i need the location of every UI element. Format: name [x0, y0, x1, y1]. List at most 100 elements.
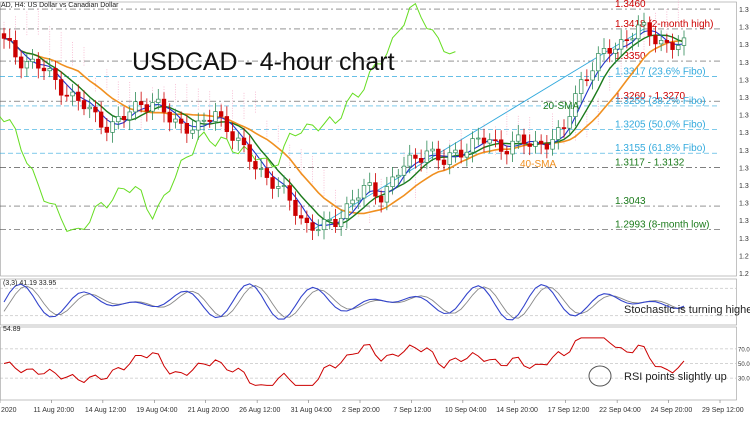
x-tick-label: 29 Sep 12:00 [702, 407, 744, 414]
candle-body [356, 197, 361, 201]
candle-body [224, 116, 230, 132]
rsi-line [3, 337, 685, 386]
candle-body [161, 98, 167, 113]
x-tick-label: 19 Aug 04:00 [136, 407, 177, 414]
sma40-label: 40-SMA [520, 159, 556, 170]
candle-body [436, 148, 441, 161]
candle-body [87, 106, 92, 110]
candle-body [367, 182, 372, 186]
candle-body [184, 123, 190, 134]
candle-body [550, 139, 555, 150]
level-label: 1.3260 - 1.3270 [615, 91, 685, 102]
candle-body [464, 151, 470, 158]
price-axis-label: 1.3 [739, 77, 749, 84]
candle-body [316, 229, 321, 232]
candle-body [24, 61, 30, 69]
price-axis-label: 1.3 [739, 60, 749, 67]
candle-body [190, 129, 195, 134]
level-label: 1.3418 (2-month high) [615, 19, 713, 30]
candle-body [418, 158, 424, 163]
candle-body [218, 111, 224, 117]
candle-body [350, 199, 355, 205]
candle-body [236, 137, 241, 141]
candle-body [36, 58, 41, 69]
price-axis-label: 1.3 [739, 42, 749, 49]
rsi-highlight-circle [588, 365, 612, 387]
candle-body [53, 68, 58, 80]
candle-body [681, 37, 687, 46]
candle-body [321, 219, 327, 231]
sma40-line [3, 37, 685, 215]
candle-body [110, 121, 115, 133]
candle-body [41, 67, 47, 72]
price-axis-label: 1.3 [739, 165, 749, 172]
candle-body [590, 70, 595, 81]
candle-body [76, 91, 81, 101]
candle-body [578, 79, 584, 94]
candle-body [18, 56, 24, 69]
chart-title: USDCAD - 4-hour chart [132, 48, 395, 76]
level-label: 1.3460 [615, 0, 646, 10]
candle-body [247, 144, 252, 162]
candle-body [567, 116, 572, 129]
candle-body [264, 168, 270, 178]
candle-body [647, 22, 652, 36]
level-label: 1.3317 (23.6% Fibo) [615, 67, 706, 78]
x-tick-label: 24 Sep 20:00 [651, 407, 693, 414]
rsi-axis-label: 50.0 [738, 362, 750, 368]
candle-body [70, 91, 75, 97]
level-label: 1.3043 [615, 196, 646, 207]
candle-body [493, 139, 498, 142]
level-label: 1.3205 (50.0% Fibo) [615, 120, 706, 131]
x-tick-label: 22 Sep 04:00 [599, 407, 641, 414]
candle-body [98, 111, 104, 128]
candle-body [338, 217, 344, 228]
candle-body [58, 79, 64, 96]
candle-body [624, 39, 630, 42]
x-tick-label: 14 Aug 12:00 [85, 407, 126, 414]
rsi-annotation: RSI points slightly up [624, 371, 727, 383]
x-tick-label: 7 Sep 12:00 [393, 407, 431, 414]
candle-body [636, 24, 641, 40]
candle-body [470, 138, 475, 153]
stochastic-signal-line [3, 285, 685, 319]
candle-body [458, 149, 464, 158]
candle-body [401, 165, 407, 176]
candle-body [430, 148, 435, 152]
candle-body [93, 106, 98, 113]
candle-body [104, 126, 110, 133]
candle-body [407, 154, 412, 167]
pane-frame-2 [0, 326, 737, 401]
candle-body [361, 185, 367, 199]
candle-body [533, 140, 538, 147]
window-title: AD, H4: US Dollar vs Canadian Dollar [1, 2, 119, 9]
candle-body [196, 120, 201, 131]
candle-body [641, 22, 647, 26]
candle-body [658, 40, 664, 45]
x-tick-label: 26 Aug 12:00 [239, 407, 280, 414]
candle-body [630, 38, 635, 41]
level-label: 1.3155 (61.8% Fibo) [615, 143, 706, 154]
candle-body [384, 186, 390, 203]
candle-body [596, 53, 601, 72]
candle-body [510, 140, 515, 155]
candle-body [653, 35, 658, 45]
candle-body [127, 111, 132, 121]
candle-body [133, 101, 138, 113]
candle-body [281, 185, 287, 187]
lagging-span-line [0, 2, 456, 233]
candle-body [453, 149, 458, 154]
candle-body [178, 118, 184, 124]
candle-body [156, 98, 161, 103]
candle-body [258, 168, 264, 170]
candle-body [390, 176, 395, 187]
x-tick-label: 21 Aug 20:00 [188, 407, 229, 414]
candle-body [413, 154, 418, 159]
candle-body [173, 118, 178, 123]
price-axis-label: 1.3 [739, 113, 749, 120]
candle-body [396, 174, 401, 178]
candle-body [121, 116, 127, 121]
candle-body [527, 143, 532, 147]
candle-body [298, 215, 304, 219]
x-tick-label: 31 Aug 04:00 [291, 407, 332, 414]
